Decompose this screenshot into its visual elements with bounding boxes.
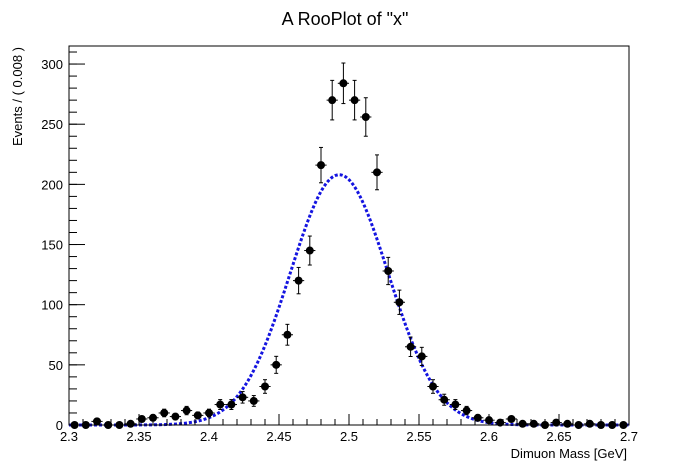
y-axis-label: Events / ( 0.008 ) [10, 47, 25, 146]
data-point [214, 399, 226, 411]
data-point [181, 405, 193, 416]
y-tick-label: 50 [49, 358, 63, 373]
data-point [293, 266, 305, 295]
x-tick-label: 2.5 [340, 429, 358, 444]
data-point [449, 399, 461, 411]
data-point [326, 79, 338, 121]
x-tick-label: 2.55 [406, 429, 431, 444]
data-point [259, 379, 271, 394]
y-tick-label: 100 [41, 298, 63, 313]
x-tick-label: 2.7 [620, 429, 638, 444]
data-marker [216, 400, 225, 409]
data-point [225, 399, 237, 411]
y-tick-label: 250 [41, 117, 63, 132]
data-marker [563, 419, 572, 428]
data-point [304, 235, 316, 266]
data-point [405, 336, 417, 357]
data-marker [261, 382, 269, 391]
data-marker [440, 395, 449, 404]
y-tick-label: 0 [56, 418, 63, 433]
x-tick-label: 2.35 [126, 429, 151, 444]
x-tick-label: 2.45 [266, 429, 291, 444]
data-point [427, 379, 439, 394]
data-point [517, 419, 529, 428]
data-point [337, 62, 349, 105]
y-tick-label: 200 [41, 177, 63, 192]
data-marker [249, 396, 258, 405]
data-point [416, 346, 428, 367]
data-marker [149, 413, 157, 422]
data-point [281, 323, 293, 346]
data-marker [328, 96, 337, 105]
data-point [584, 419, 596, 428]
data-marker [518, 419, 527, 428]
y-tick-label: 300 [41, 57, 63, 72]
data-marker [406, 342, 415, 351]
axes: 2.3 2.35 2.4 2.45 2.5 2.55 2.6 2.65 2.7 0 50 100 150… [41, 51, 638, 444]
data-point [248, 395, 260, 407]
data-point [270, 355, 282, 374]
data-point [136, 414, 148, 423]
data-point [147, 413, 159, 422]
data-marker [305, 246, 314, 255]
data-point [438, 393, 450, 406]
data-point [169, 412, 181, 421]
data-point [371, 154, 383, 191]
data-marker [451, 400, 460, 409]
data-marker [171, 412, 180, 421]
data-point [315, 146, 327, 184]
data-marker [227, 400, 236, 409]
data-marker [272, 360, 281, 369]
data-marker [429, 382, 437, 391]
data-point [461, 405, 473, 416]
x-tick-label: 2.6 [480, 429, 498, 444]
x-tick-label: 2.4 [200, 429, 218, 444]
data-point [472, 413, 484, 422]
data-marker [585, 419, 594, 428]
data-marker [384, 266, 393, 275]
data-marker [182, 406, 191, 415]
data-point [192, 411, 204, 420]
chart-title: A RooPlot of "x" [282, 9, 409, 29]
data-point [393, 289, 405, 315]
data-marker [350, 96, 359, 105]
data-point [382, 256, 394, 286]
data-marker [294, 276, 303, 285]
data-point [349, 79, 361, 121]
data-point [505, 414, 517, 423]
data-marker [339, 79, 348, 88]
data-marker [317, 161, 325, 170]
data-marker [529, 419, 538, 428]
x-axis-label: Dimuon Mass [GeV] [511, 446, 627, 461]
data-marker [417, 352, 426, 361]
data-point [237, 391, 249, 404]
data-marker [126, 419, 135, 428]
data-marker [238, 393, 247, 402]
data-marker [137, 414, 146, 423]
data-point [158, 408, 170, 418]
data-marker [205, 408, 213, 417]
y-tick-label: 150 [41, 238, 63, 253]
data-marker [283, 330, 292, 339]
data-point [125, 419, 137, 428]
data-marker [507, 414, 516, 423]
data-marker [373, 168, 381, 177]
data-marker [395, 298, 404, 307]
x-tick-label: 2.65 [546, 429, 571, 444]
data-point [561, 419, 573, 428]
data-marker [462, 406, 471, 415]
data-marker [193, 411, 202, 420]
data-marker [160, 408, 169, 417]
data-marker [473, 413, 482, 422]
x-tick-label: 2.3 [60, 429, 78, 444]
data-marker [361, 112, 370, 121]
data-point [360, 97, 372, 137]
